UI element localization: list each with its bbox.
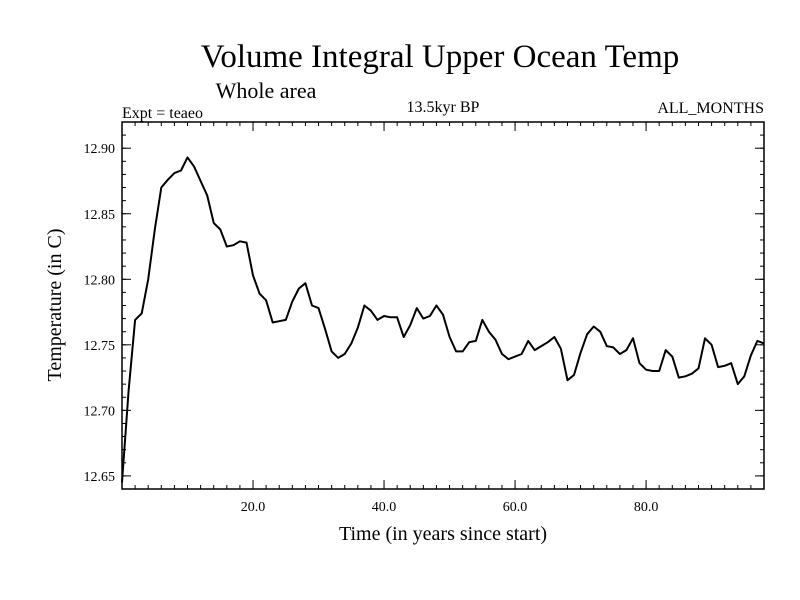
x-tick-labels: 20.0 40.0 60.0 80.0	[241, 500, 659, 515]
chart-subtitle: Whole area	[216, 78, 317, 103]
x-tick-label: 80.0	[634, 500, 659, 515]
y-tick-label: 12.85	[84, 208, 116, 223]
series-line-temperature	[121, 156, 765, 483]
chart-title: Volume Integral Upper Ocean Temp	[201, 39, 679, 75]
x-tick-label: 20.0	[241, 500, 266, 515]
months-label: ALL_MONTHS	[657, 100, 764, 117]
y-tick-label: 12.70	[84, 404, 116, 419]
y-tick-label: 12.80	[84, 273, 116, 288]
y-tick-label: 12.90	[84, 142, 116, 157]
axis-ticks	[122, 121, 764, 490]
y-tick-label: 12.65	[84, 470, 116, 485]
plot-frame	[121, 121, 765, 490]
experiment-label: Expt = teaeo	[122, 105, 203, 122]
x-tick-label: 40.0	[372, 500, 397, 515]
y-tick-labels: 12.65 12.70 12.75 12.80 12.85 12.90	[84, 142, 116, 485]
x-axis-label: Time (in years since start)	[339, 523, 547, 545]
period-label: 13.5kyr BP	[407, 99, 480, 116]
y-tick-label: 12.75	[84, 339, 116, 354]
x-tick-label: 60.0	[503, 500, 528, 515]
y-axis-label: Temperature (in C)	[44, 229, 66, 382]
